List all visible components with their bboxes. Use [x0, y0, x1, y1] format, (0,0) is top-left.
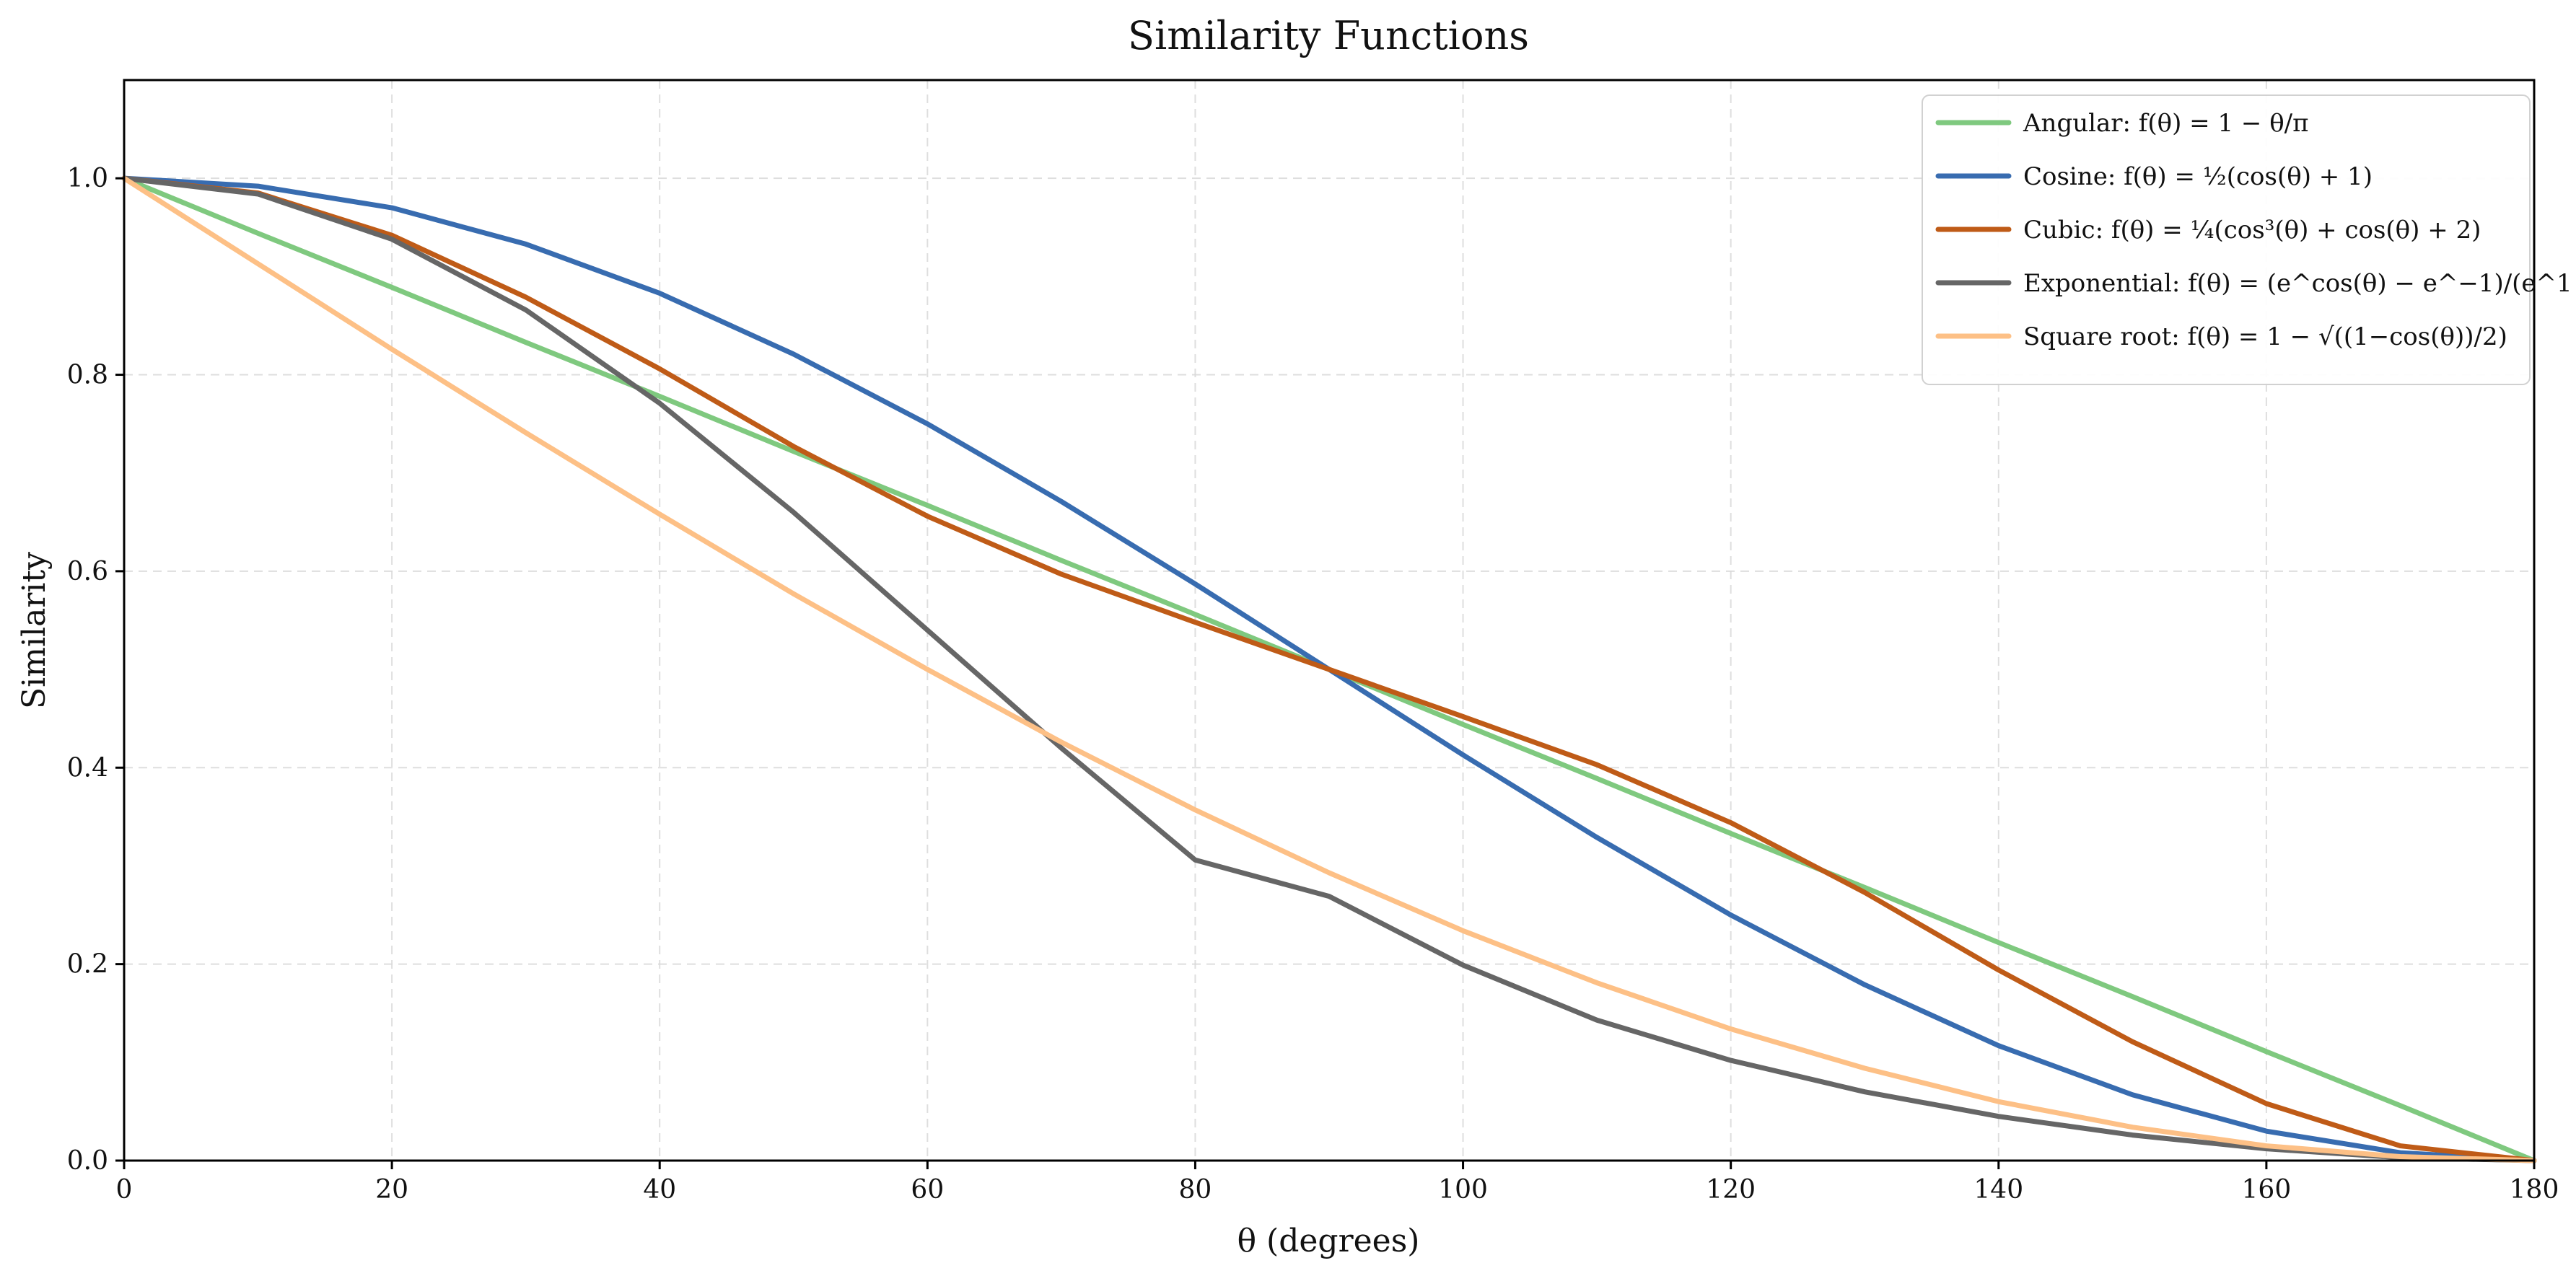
- x-tick-label: 140: [1973, 1175, 2023, 1205]
- y-axis-label: Similarity: [16, 552, 53, 709]
- legend-box: [1922, 94, 2531, 385]
- x-tick-label: 180: [2510, 1175, 2559, 1205]
- legend-label-2: Cosine: f(θ) = ½(cos(θ) + 1): [2023, 162, 2373, 191]
- y-tick-label: 0.6: [67, 557, 108, 586]
- y-tick-label: 0.2: [67, 950, 108, 980]
- y-tick-label: 0.0: [67, 1146, 108, 1176]
- tick-layer: 0 20 40 60 80 100 120 140 160 180 0.0 0.2 0.4 0.6 0.8 1…: [67, 164, 2559, 1205]
- x-tick-label: 120: [1706, 1175, 1756, 1205]
- series-line-5: [121, 175, 2537, 1163]
- legend-label-3: Cubic: f(θ) = ¼(cos³(θ) + cos(θ) + 2): [2023, 216, 2481, 245]
- series-layer: [121, 175, 2537, 1163]
- y-tick-label: 0.4: [67, 753, 108, 783]
- y-tick-label: 0.8: [67, 361, 108, 390]
- legend-label-4: Exponential: f(θ) = (e^cos(θ) − e^−1)/(e…: [2023, 269, 2576, 298]
- y-tick-label: 1.0: [67, 164, 108, 193]
- legend-label-1: Angular: f(θ) = 1 − θ/π: [2023, 109, 2308, 138]
- axis-layer: [123, 79, 2536, 1162]
- x-tick-label: 40: [643, 1175, 676, 1205]
- x-tick-label: 80: [1179, 1175, 1212, 1205]
- x-axis-label: θ (degrees): [1237, 1223, 1420, 1259]
- x-tick-label: 60: [911, 1175, 944, 1205]
- legend: Angular: f(θ) = 1 − θ/π Cosine: f(θ) = ½(…: [1922, 94, 2576, 385]
- series-line-3: [121, 175, 2537, 1163]
- plot-frame: [123, 79, 2536, 1162]
- legend-label-5: Square root: f(θ) = 1 − √((1−cos(θ))/2): [2023, 322, 2507, 351]
- chart-title: Similarity Functions: [1128, 13, 1529, 58]
- x-tick-label: 20: [375, 1175, 408, 1205]
- series-line-4: [121, 175, 2537, 1163]
- x-tick-label: 100: [1438, 1175, 1488, 1205]
- x-tick-label: 0: [116, 1175, 133, 1205]
- x-tick-label: 160: [2242, 1175, 2292, 1205]
